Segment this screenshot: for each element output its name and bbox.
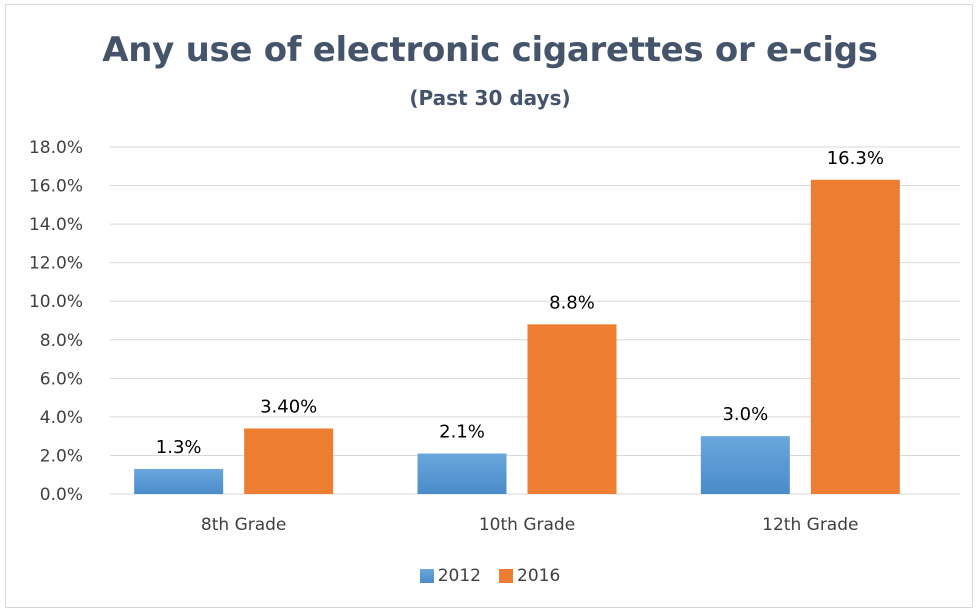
x-category-label: 8th Grade bbox=[201, 515, 287, 535]
data-label: 1.3% bbox=[156, 437, 202, 458]
legend: 2012 2016 bbox=[0, 566, 980, 586]
y-tick-label: 4.0% bbox=[40, 408, 83, 428]
chart-title: Any use of electronic cigarettes or e-ci… bbox=[102, 30, 878, 70]
y-tick-label: 12.0% bbox=[29, 254, 83, 274]
y-tick-label: 6.0% bbox=[40, 369, 83, 389]
legend-swatch-2016 bbox=[499, 569, 513, 583]
data-label: 16.3% bbox=[827, 148, 884, 169]
x-category-label: 10th Grade bbox=[479, 515, 575, 535]
legend-label-2016: 2016 bbox=[517, 566, 561, 586]
legend-item-2016: 2016 bbox=[499, 566, 560, 586]
bar-2016-8th-grade bbox=[244, 428, 334, 494]
data-label: 3.40% bbox=[260, 396, 317, 417]
y-tick-label: 0.0% bbox=[40, 485, 83, 505]
y-tick-label: 16.0% bbox=[29, 177, 83, 197]
x-category-label: 12th Grade bbox=[762, 515, 858, 535]
data-label: 2.1% bbox=[439, 422, 485, 443]
legend-label-2012: 2012 bbox=[437, 566, 481, 586]
bar-2012-12th-grade bbox=[700, 436, 790, 494]
bar-2016-12th-grade bbox=[810, 179, 900, 494]
data-label: 8.8% bbox=[549, 292, 595, 313]
y-tick-label: 18.0% bbox=[29, 138, 83, 158]
legend-swatch-2012 bbox=[419, 569, 434, 583]
bar-2012-10th-grade bbox=[417, 453, 507, 494]
y-tick-label: 2.0% bbox=[40, 446, 83, 466]
bar-2016-10th-grade bbox=[527, 324, 617, 494]
y-tick-label: 8.0% bbox=[40, 331, 83, 351]
legend-item-2012: 2012 bbox=[419, 566, 481, 586]
chart-subtitle: (Past 30 days) bbox=[409, 86, 571, 110]
y-tick-label: 10.0% bbox=[29, 292, 83, 312]
data-label: 3.0% bbox=[722, 404, 768, 425]
y-tick-label: 14.0% bbox=[29, 215, 83, 235]
bar-2012-8th-grade bbox=[134, 468, 224, 494]
